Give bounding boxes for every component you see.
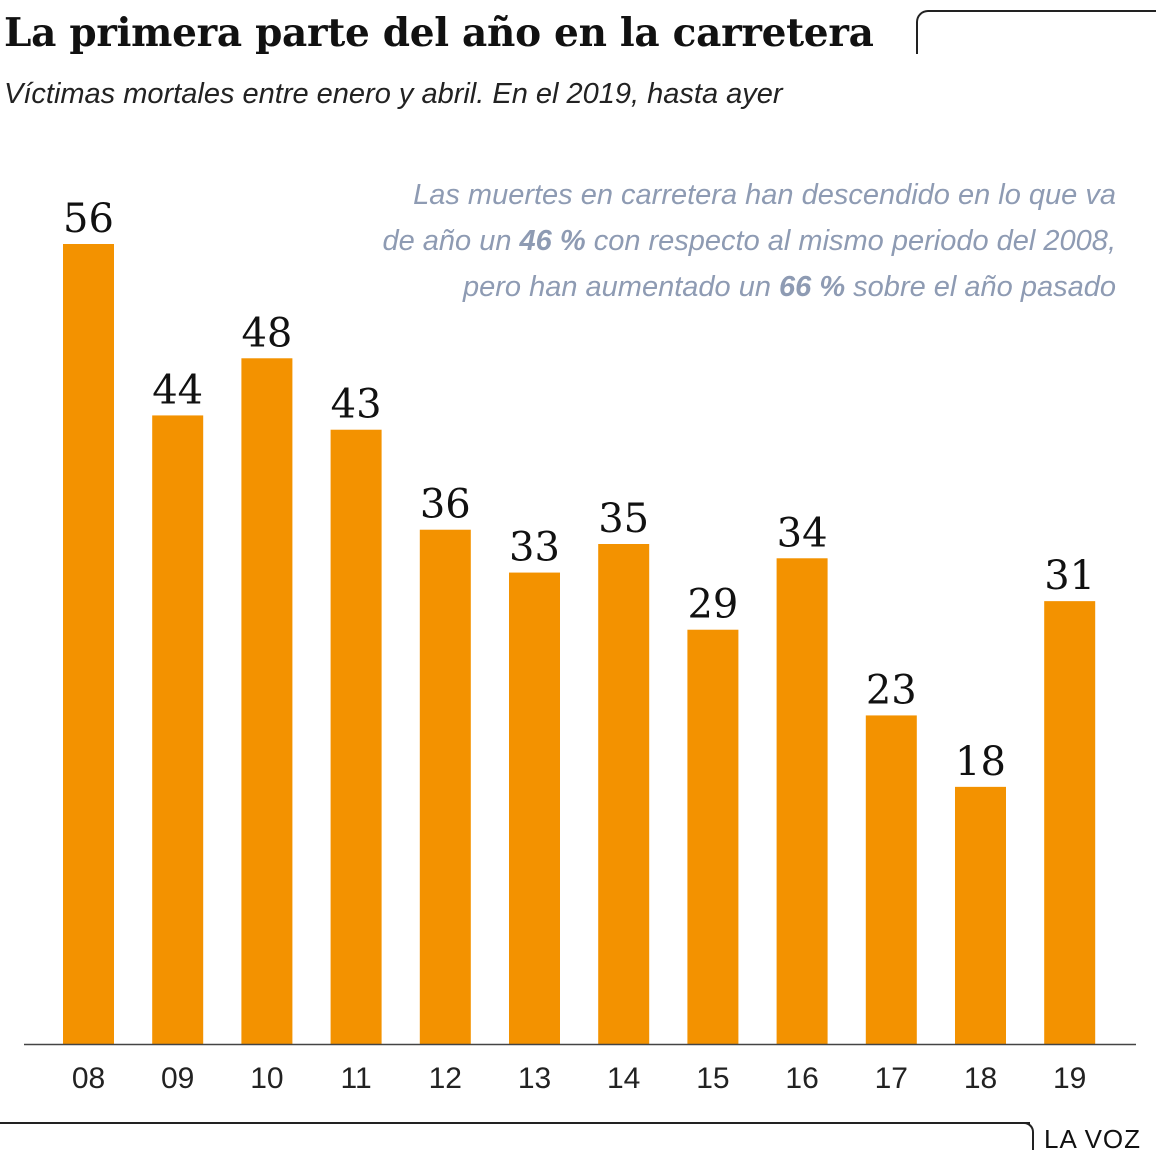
bar-value-label-18: 18 (955, 739, 1006, 785)
bar-value-label-10: 48 (241, 310, 292, 356)
bar-10 (241, 358, 293, 1044)
bar-value-label-11: 43 (331, 382, 382, 428)
bar-17 (865, 715, 917, 1044)
title-bracket-decoration (916, 10, 1156, 54)
bar-value-label-16: 34 (777, 510, 828, 556)
bar-19 (1044, 601, 1096, 1044)
bar-15 (687, 629, 739, 1044)
x-tick-label-17: 17 (875, 1062, 908, 1095)
bar-13 (509, 572, 560, 1044)
bar-11 (330, 429, 382, 1044)
note-text-2: con respecto al mismo periodo del 2008, … (462, 225, 1116, 303)
bar-value-label-09: 44 (152, 367, 203, 413)
note-text-1: Las muertes en carretera han descendido … (382, 179, 1116, 257)
x-tick-label-15: 15 (696, 1062, 729, 1095)
annotation-note: Las muertes en carretera han descendido … (380, 172, 1116, 310)
footer-hook-decoration (1022, 1122, 1034, 1150)
bar-value-label-08: 56 (63, 196, 114, 242)
chart-subtitle: Víctimas mortales entre enero y abril. E… (4, 78, 783, 110)
note-highlight-2: 66 % (779, 271, 846, 303)
bar-value-label-15: 29 (687, 582, 738, 628)
x-tick-label-12: 12 (429, 1062, 462, 1095)
bar-value-label-17: 23 (866, 667, 917, 713)
x-tick-label-09: 09 (161, 1062, 194, 1095)
bar-value-label-14: 35 (598, 496, 649, 542)
x-tick-label-18: 18 (964, 1062, 997, 1095)
note-highlight-1: 46 % (519, 225, 586, 257)
bar-value-label-13: 33 (509, 525, 560, 571)
footer-rule (0, 1122, 1030, 1124)
bar-value-label-12: 36 (420, 482, 471, 528)
chart-title: La primera parte del año en la carretera (4, 10, 874, 56)
brand-logo-text: LA VOZ (1044, 1124, 1142, 1154)
bar-08 (63, 244, 114, 1044)
note-text-3: sobre el año pasado (845, 271, 1116, 303)
bar-09 (152, 415, 204, 1044)
x-tick-label-13: 13 (518, 1062, 551, 1095)
x-tick-label-11: 11 (341, 1062, 372, 1095)
x-tick-label-14: 14 (607, 1062, 640, 1095)
bar-value-label-19: 31 (1044, 553, 1095, 599)
x-tick-label-10: 10 (250, 1062, 283, 1095)
x-tick-label-19: 19 (1053, 1062, 1086, 1095)
bar-14 (598, 544, 650, 1044)
x-tick-label-16: 16 (785, 1062, 818, 1095)
x-tick-label-08: 08 (72, 1062, 105, 1095)
bar-18 (955, 786, 1006, 1044)
bar-12 (419, 529, 471, 1044)
bar-16 (776, 558, 828, 1044)
